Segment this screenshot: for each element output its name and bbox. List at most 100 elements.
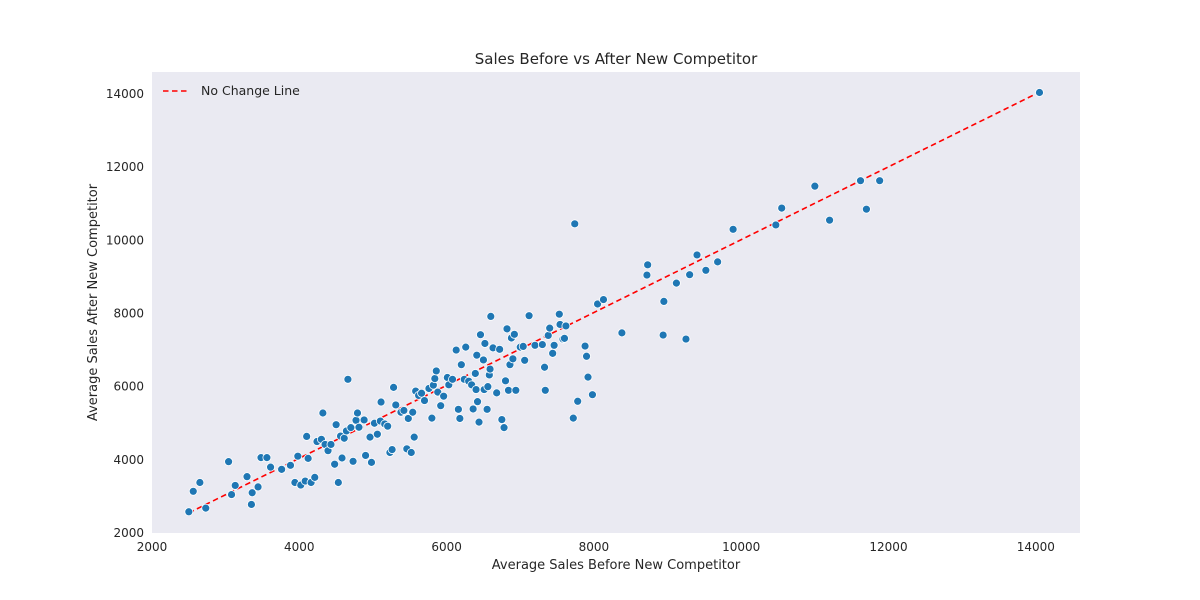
data-point [548,348,558,358]
data-point [326,440,336,449]
data-point [582,351,591,361]
data-point [230,481,240,490]
data-point [473,397,482,407]
y-tick-label: 8000 [113,306,144,320]
data-point [560,333,569,343]
data-point [856,176,865,186]
data-point [471,385,481,394]
data-point [549,340,559,350]
x-tick-label: 10000 [722,540,760,554]
data-point [376,397,386,407]
data-point [361,451,370,460]
data-point [337,453,347,463]
data-point [439,391,449,401]
data-point [642,270,652,280]
data-point [188,486,198,496]
data-point [354,422,364,432]
data-point [383,421,393,431]
data-point [777,203,787,213]
x-axis-title: Average Sales Before New Competitor [492,558,741,573]
data-point [343,374,353,384]
data-point [508,354,518,364]
data-point [417,388,426,398]
data-point [242,472,252,482]
data-point [303,453,313,463]
data-point [518,342,528,351]
data-point [728,224,738,234]
x-tick-label: 4000 [284,540,315,554]
data-point [372,429,382,439]
data-point [262,453,272,463]
data-point [387,445,397,454]
data-point [195,478,205,487]
data-point [451,345,461,355]
data-point [593,299,602,309]
data-point [247,488,257,498]
legend: No Change Line [163,83,300,98]
data-point [692,250,702,260]
data-point [480,339,490,348]
data-point [409,432,419,442]
data-point [430,374,440,384]
data-point [453,404,463,414]
data-point [391,400,401,410]
data-point [348,456,358,466]
data-point [810,181,820,191]
data-point [367,457,376,467]
chart-title: Sales Before vs After New Competitor [475,50,758,68]
data-point [431,366,441,376]
data-point [499,423,509,433]
data-point [427,413,437,423]
data-point [406,448,416,457]
data-point [492,388,502,398]
x-tick-label: 2000 [137,540,168,554]
data-point [540,362,549,372]
data-point [580,341,590,351]
data-point [617,328,627,338]
y-axis-ticks: 2000 4000 6000 8000 10000 12000 14000 [106,87,144,540]
data-point [201,503,211,513]
data-point [875,176,885,186]
data-point [476,330,485,340]
data-point [420,396,429,405]
data-point [501,376,510,386]
data-point [643,260,653,270]
data-point [266,462,275,472]
data-point [658,330,668,340]
data-point [545,323,555,333]
data-point [1035,88,1044,97]
data-point [330,459,340,469]
data-point [524,311,534,321]
y-tick-label: 6000 [113,380,144,394]
data-point [470,369,480,378]
data-point [253,482,263,492]
data-point [511,385,521,395]
data-point [455,414,465,423]
data-point [483,382,493,392]
x-axis-ticks: 2000 4000 6000 8000 10000 12000 14000 [137,540,1055,554]
y-tick-label: 12000 [106,160,144,174]
x-tick-label: 6000 [431,540,462,554]
data-point [408,407,418,417]
data-point [318,408,328,418]
data-point [495,344,505,354]
data-point [224,457,233,467]
data-point [302,432,312,441]
data-point [353,408,362,418]
data-point [184,507,194,517]
y-axis-title: Average Sales After New Competitor [86,183,101,421]
data-point [482,404,492,414]
x-tick-label: 8000 [579,540,610,554]
data-point [588,390,597,400]
data-point [543,331,553,340]
data-point [573,396,583,406]
x-tick-label: 12000 [869,540,907,554]
data-point [583,372,593,382]
data-point [862,204,871,214]
data-point [599,295,608,304]
data-point [310,472,320,482]
data-point [485,364,495,374]
data-point [659,297,669,306]
